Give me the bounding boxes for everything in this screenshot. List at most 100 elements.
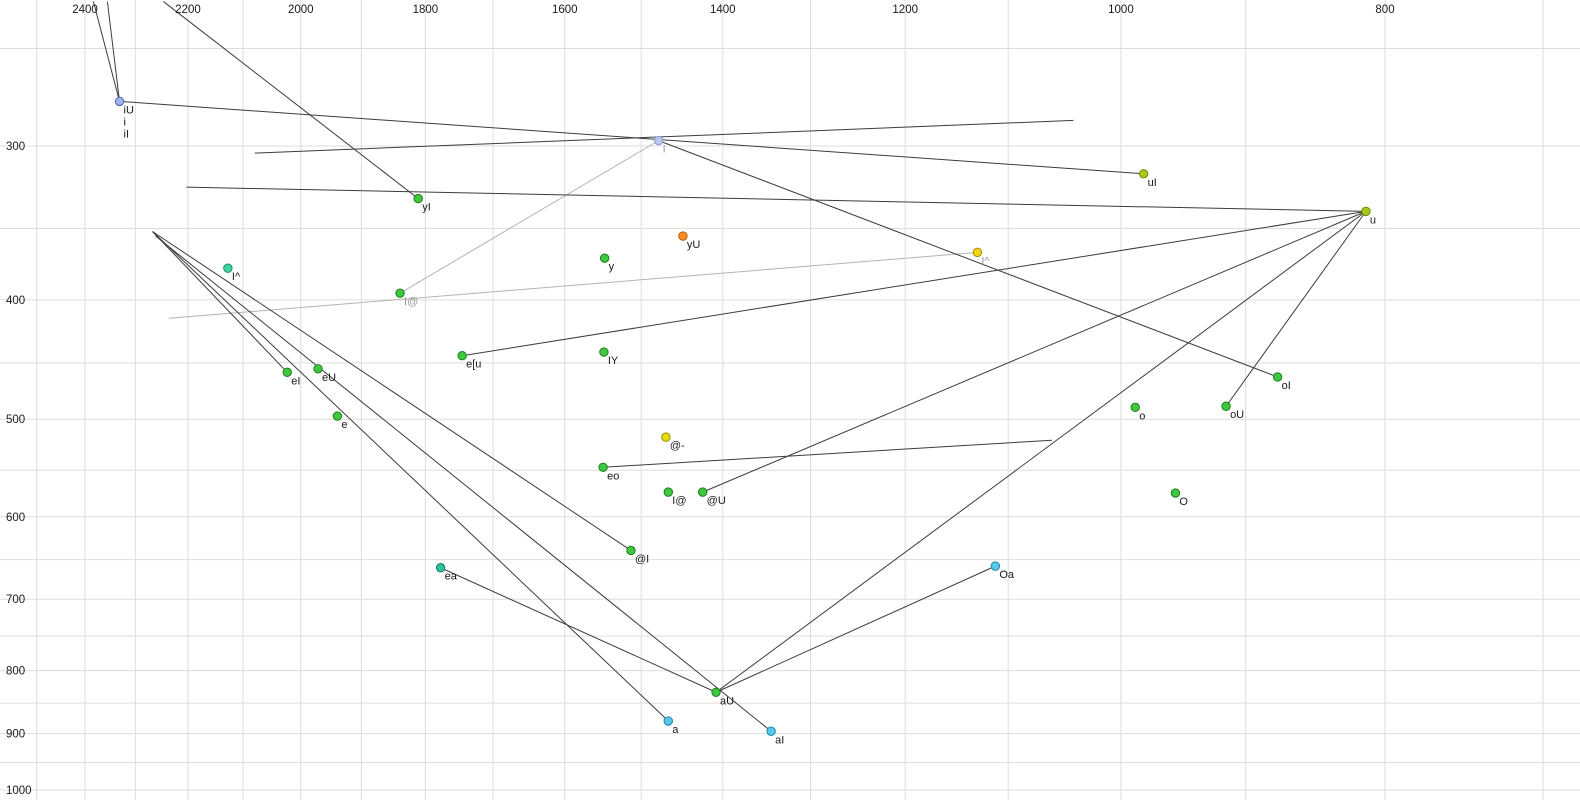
trajectory-line [106, 1, 121, 102]
trajectory-line [440, 567, 717, 693]
point-label: @U [707, 495, 726, 507]
trajectory-layer [92, 1, 1367, 732]
data-point[interactable] [457, 351, 467, 361]
y-axis-tick-label: 800 [6, 666, 25, 678]
point-label: I^ [232, 271, 241, 283]
data-point[interactable] [972, 247, 983, 258]
data-point[interactable] [223, 263, 233, 273]
point-label: y [609, 261, 615, 273]
point-label: e[u [466, 359, 481, 371]
y-axis-tick-label: 500 [6, 414, 25, 426]
data-point[interactable] [678, 231, 688, 241]
trajectory-line [152, 231, 288, 373]
point-label: I [663, 144, 666, 156]
point-label: I@ [404, 296, 418, 308]
trajectory-line-muted [168, 251, 978, 319]
data-point[interactable] [599, 253, 610, 263]
axis-tick-layer: 2400 2200 2000 1800 1600 1400 1200 1000 800 300 40… [6, 4, 1395, 797]
point-label: eU [322, 372, 336, 384]
trajectory-line [1225, 211, 1367, 407]
x-axis-tick-label: 1000 [1108, 4, 1134, 16]
data-point[interactable] [990, 561, 1001, 571]
point-label: O [1179, 496, 1188, 508]
point-label: i [124, 116, 126, 128]
data-point[interactable] [766, 726, 776, 736]
point-label: u [1370, 214, 1376, 226]
trajectory-line [658, 140, 1278, 378]
x-axis-tick-label: 800 [1375, 4, 1394, 16]
data-point[interactable] [282, 367, 292, 378]
data-point[interactable] [395, 288, 405, 298]
point-label: aI [775, 734, 784, 746]
point-label: yI [422, 202, 431, 214]
y-axis-tick-label: 900 [6, 729, 25, 741]
y-axis-tick-label: 400 [6, 295, 25, 307]
data-point[interactable] [661, 432, 671, 442]
trajectory-line [92, 1, 121, 102]
point-label: eo [607, 470, 619, 482]
trajectory-line [603, 439, 1053, 468]
point-label: oU [1230, 409, 1244, 421]
y-axis-tick-label: 1000 [6, 785, 32, 797]
trajectory-line [715, 565, 996, 693]
trajectory-line-muted [399, 140, 659, 294]
trajectory-line [715, 210, 1367, 693]
trajectory-line [186, 186, 1366, 212]
x-axis-tick-label: 1600 [552, 4, 578, 16]
data-point[interactable] [653, 135, 664, 146]
point-label: @- [670, 440, 685, 452]
data-point[interactable] [697, 487, 708, 497]
x-axis-tick-label: 2200 [175, 4, 201, 16]
data-point[interactable] [626, 545, 636, 556]
point-label: uI [1148, 177, 1157, 189]
point-label: eI [291, 375, 300, 387]
data-point[interactable] [435, 563, 446, 573]
y-axis-tick-label: 600 [6, 512, 25, 524]
data-point[interactable] [663, 487, 673, 497]
point-label: e [341, 419, 347, 431]
x-axis-tick-label: 1800 [413, 4, 439, 16]
data-point[interactable] [1272, 372, 1283, 382]
data-point[interactable] [332, 411, 343, 421]
point-label: IY [608, 355, 619, 367]
data-point[interactable] [599, 347, 609, 357]
point-label: Oa [999, 569, 1015, 581]
data-point[interactable] [413, 193, 423, 204]
trajectory-line [254, 119, 1074, 154]
point-label: aU [720, 695, 734, 707]
data-point[interactable] [1138, 169, 1149, 179]
point-label: ea [445, 571, 458, 583]
x-axis-tick-label: 1200 [892, 4, 918, 16]
trajectory-line [155, 235, 772, 732]
trajectory-line [702, 210, 1367, 493]
y-axis-tick-label: 700 [6, 594, 25, 606]
trajectory-line [152, 231, 632, 551]
point-label: a [672, 724, 679, 736]
data-point[interactable] [114, 96, 125, 107]
point-label: oI [1282, 380, 1291, 392]
point-label: iI [124, 128, 130, 140]
data-point[interactable] [1130, 402, 1140, 413]
point-label: I@ [672, 495, 686, 507]
point-label: I^ [981, 255, 990, 267]
data-point[interactable] [313, 364, 323, 374]
data-point[interactable] [711, 687, 721, 697]
point-label: o [1139, 410, 1145, 422]
data-point[interactable] [663, 716, 673, 726]
data-point[interactable] [1170, 488, 1181, 498]
data-point[interactable] [1221, 401, 1231, 411]
trajectory-line [152, 231, 669, 722]
point-label: @I [635, 553, 649, 565]
data-point[interactable] [1361, 206, 1371, 217]
point-label: yU [687, 239, 701, 251]
trajectory-line [462, 210, 1367, 357]
point-label: iU [124, 104, 134, 116]
data-point[interactable] [598, 462, 608, 472]
y-axis-tick-label: 300 [6, 141, 25, 153]
x-axis-tick-label: 1400 [710, 4, 736, 16]
x-axis-tick-label: 2000 [288, 4, 314, 16]
